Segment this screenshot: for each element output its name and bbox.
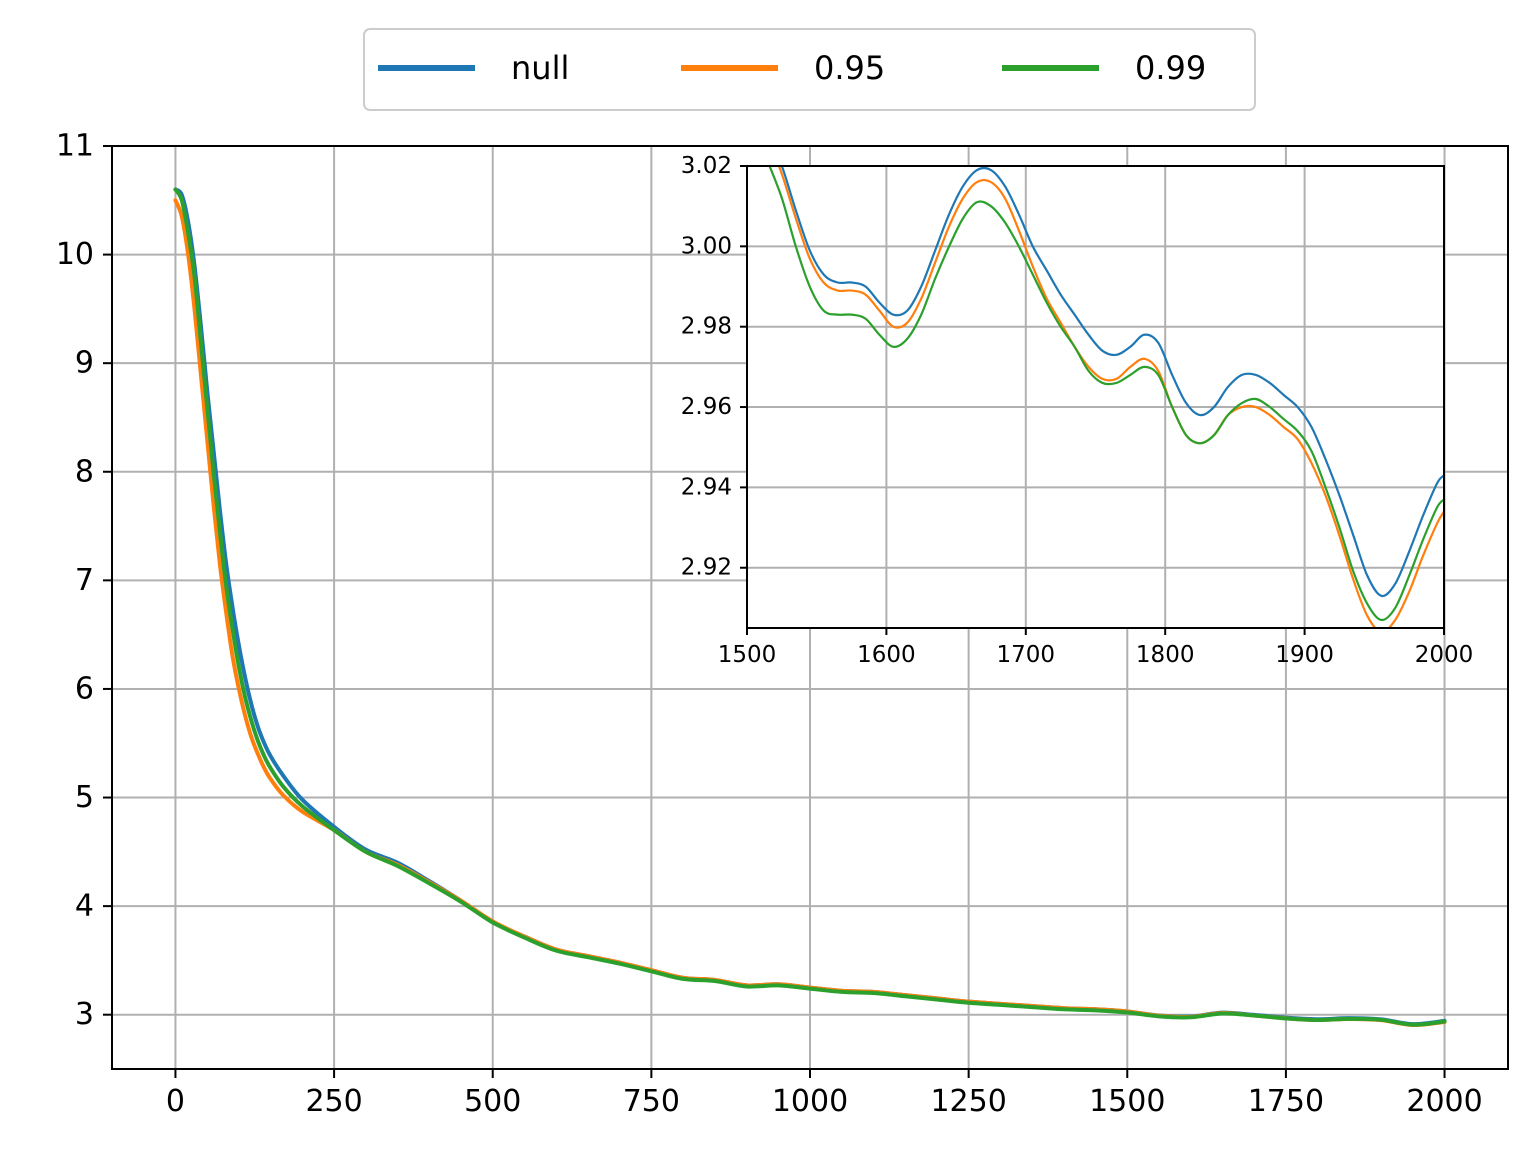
inset-plot-area xyxy=(747,166,1444,628)
x-tick-label: 1700 xyxy=(997,642,1056,668)
y-tick-label: 2.96 xyxy=(681,394,732,420)
legend: null 0.95 0.99 xyxy=(363,28,1256,111)
y-tick-label: 2.94 xyxy=(681,474,732,500)
x-tick-label: 1800 xyxy=(1136,642,1195,668)
legend-frame xyxy=(363,28,1256,111)
x-tick-label: 1250 xyxy=(930,1084,1006,1119)
x-tick-label: 1000 xyxy=(772,1084,848,1119)
x-tick-label: 1500 xyxy=(718,642,777,668)
legend-label: 0.95 xyxy=(814,49,885,87)
series-line-0-99 xyxy=(768,166,1444,622)
legend-label: null xyxy=(511,49,569,87)
x-tick-label: 750 xyxy=(623,1084,680,1119)
y-tick-label: 2.98 xyxy=(681,314,732,340)
y-tick-label: 10 xyxy=(56,237,94,272)
inset-y-axis: 2.92 2.94 2.96 2.98 3.00 3.02 xyxy=(681,153,747,581)
main-y-axis: 3 4 5 6 7 8 9 10 11 xyxy=(56,129,112,1032)
y-tick-label: 6 xyxy=(75,671,94,706)
y-tick-label: 3.00 xyxy=(681,233,732,259)
y-tick-label: 3 xyxy=(75,997,94,1032)
series-line-0-99 xyxy=(173,187,1447,1027)
series-line-0-95 xyxy=(777,166,1444,628)
x-tick-label: 500 xyxy=(464,1084,521,1119)
inset-plot: 1500 1600 1700 1800 1900 2000 2.922.942.962.9… xyxy=(681,153,1474,668)
y-tick-label: 11 xyxy=(56,129,94,164)
legend-label: 0.99 xyxy=(1135,49,1206,87)
inset-axes-frame xyxy=(746,165,1445,629)
x-tick-label: 2000 xyxy=(1415,642,1474,668)
legend-items: null 0.95 0.99 xyxy=(378,49,1206,87)
main-x-axis: 0 250 500 750 1000 1250 1500 1750 2000 xyxy=(166,1069,1483,1119)
y-tick-label: 9 xyxy=(75,346,94,381)
inset-series-group xyxy=(768,166,1444,628)
y-tick-label: 4 xyxy=(75,889,94,924)
x-tick-label: 0 xyxy=(166,1084,185,1119)
main-series-group xyxy=(173,187,1447,1028)
x-tick-label: 1500 xyxy=(1089,1084,1165,1119)
x-tick-label: 1750 xyxy=(1248,1084,1324,1119)
x-tick-label: 1600 xyxy=(857,642,916,668)
y-tick-label: 7 xyxy=(75,563,94,598)
series-line-null xyxy=(780,166,1444,598)
x-tick-label: 250 xyxy=(305,1084,362,1119)
y-tick-label: 2.92 xyxy=(681,555,732,581)
x-tick-label: 1900 xyxy=(1275,642,1334,668)
inset-x-axis: 1500 1600 1700 1800 1900 2000 xyxy=(718,628,1474,668)
y-tick-label: 8 xyxy=(75,454,94,489)
x-tick-label: 2000 xyxy=(1406,1084,1482,1119)
y-tick-label: 3.02 xyxy=(681,153,732,179)
y-tick-label: 5 xyxy=(75,780,94,815)
